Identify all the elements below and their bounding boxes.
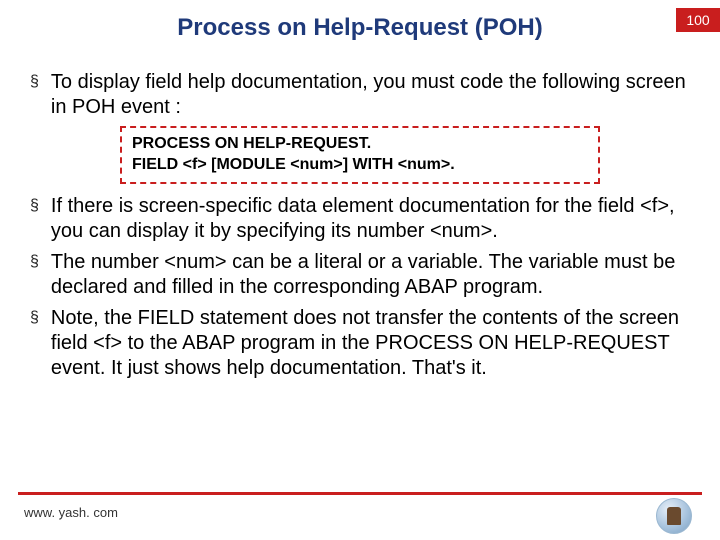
code-line: PROCESS ON HELP-REQUEST. bbox=[132, 134, 588, 155]
footer-logo-icon bbox=[656, 498, 692, 534]
footer-logo-inner-icon bbox=[667, 507, 681, 525]
bullet-item: § Note, the FIELD statement does not tra… bbox=[30, 306, 690, 381]
bullet-marker-icon: § bbox=[30, 253, 39, 300]
bullet-marker-icon: § bbox=[30, 73, 39, 120]
bullet-text: Note, the FIELD statement does not trans… bbox=[51, 306, 690, 381]
slide-content: § To display field help documentation, y… bbox=[0, 52, 720, 381]
bullet-item: § To display field help documentation, y… bbox=[30, 70, 690, 120]
slide-header: Process on Help-Request (POH) 100 bbox=[0, 0, 720, 52]
bullet-marker-icon: § bbox=[30, 309, 39, 381]
bullet-item: § The number <num> can be a literal or a… bbox=[30, 250, 690, 300]
bullet-text: To display field help documentation, you… bbox=[51, 70, 690, 120]
slide-title: Process on Help-Request (POH) bbox=[0, 14, 720, 42]
code-line: FIELD <f> [MODULE <num>] WITH <num>. bbox=[132, 155, 588, 176]
bullet-marker-icon: § bbox=[30, 197, 39, 244]
slide-footer: www. yash. com bbox=[0, 492, 720, 540]
bullet-item: § If there is screen-specific data eleme… bbox=[30, 194, 690, 244]
page-number-badge: 100 bbox=[676, 8, 720, 32]
bullet-text: The number <num> can be a literal or a v… bbox=[51, 250, 690, 300]
bullet-text: If there is screen-specific data element… bbox=[51, 194, 690, 244]
footer-url: www. yash. com bbox=[0, 495, 720, 520]
code-box: PROCESS ON HELP-REQUEST. FIELD <f> [MODU… bbox=[120, 126, 600, 184]
